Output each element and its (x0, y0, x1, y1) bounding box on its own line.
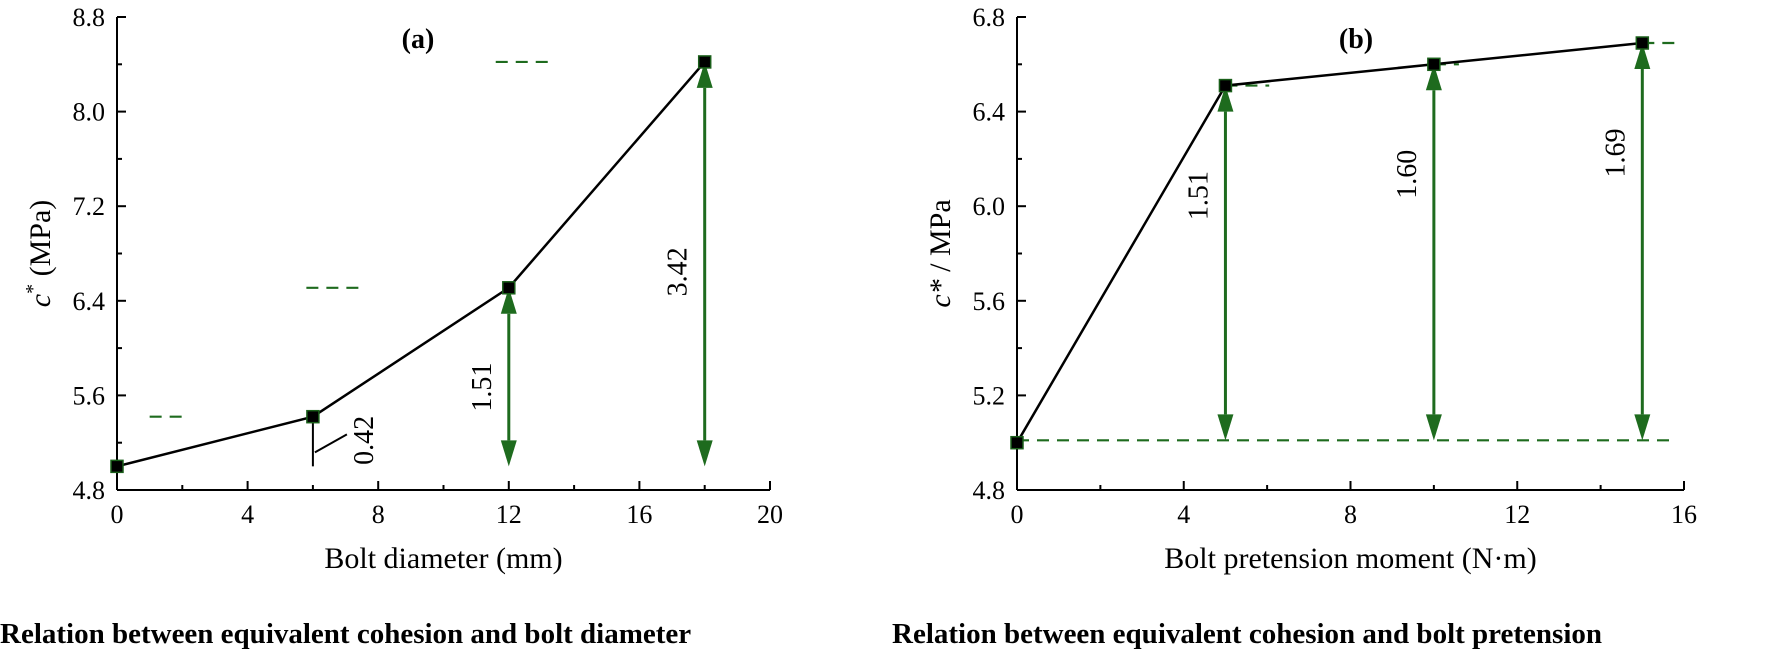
y-tick-label: 6.4 (73, 287, 106, 316)
data-series-line (116, 61, 706, 468)
y-tick-label: 5.6 (73, 381, 106, 410)
x-tick-label: 16 (1671, 500, 1697, 529)
panel-a: 0 4 8 12 16 20 4.8 5.6 6.4 7.2 8.0 8.8 Bolt diameter… (22, 3, 783, 575)
data-point (697, 55, 712, 69)
y-tick-label: 6.0 (973, 192, 1006, 221)
x-tick-label: 8 (372, 500, 385, 529)
difference-label: 1.60 (1392, 150, 1423, 199)
y-tick-label: 8.8 (73, 3, 106, 32)
y-tick-label: 5.6 (973, 287, 1006, 316)
caption-b: Relation between equivalent cohesion and… (892, 618, 1603, 650)
data-point (1427, 57, 1441, 72)
x-tick-label: 4 (1177, 500, 1190, 529)
y-tick-label: 7.2 (73, 192, 106, 221)
arrow-head-down (1217, 414, 1234, 441)
difference-label: 0.42 (349, 416, 380, 465)
difference-label: 1.51 (1183, 171, 1214, 220)
data-point (306, 409, 320, 424)
arrow-head-up (1425, 64, 1442, 91)
y-tick-label: 5.2 (973, 381, 1006, 410)
x-tick-label: 16 (626, 500, 652, 529)
difference-label: 1.51 (467, 363, 498, 412)
panel-label-b: (b) (1339, 24, 1373, 55)
data-point (1010, 435, 1024, 450)
panel-label-a: (a) (402, 24, 435, 55)
data-series-line (1015, 41, 1643, 444)
x-tick-label: 0 (111, 500, 124, 529)
data-point (1635, 36, 1650, 50)
arrow-head-down (1425, 414, 1442, 441)
y-tick-label: 4.8 (73, 476, 106, 505)
x-tick-label: 0 (1011, 500, 1024, 529)
arrow-head-down (1634, 414, 1651, 441)
panel-b: 0 4 8 12 16 4.8 5.2 5.6 6.0 6.4 6.8 Bolt pretension… (924, 3, 1697, 575)
y-axis-title: c* / MPa (924, 199, 957, 307)
data-point (1218, 78, 1233, 93)
x-tick-label: 12 (1504, 500, 1530, 529)
leader-line (314, 433, 348, 454)
y-tick-label: 4.8 (973, 476, 1006, 505)
difference-label: 3.42 (663, 247, 694, 296)
y-tick-label: 6.8 (973, 3, 1006, 32)
difference-label: 1.69 (1600, 129, 1631, 178)
x-axis-title: Bolt diameter (mm) (324, 542, 562, 575)
x-tick-label: 8 (1344, 500, 1357, 529)
x-tick-label: 20 (757, 500, 783, 529)
arrow-head-up (696, 61, 713, 88)
y-tick-label: 8.0 (73, 98, 106, 127)
arrow-head-down (696, 440, 713, 467)
arrow-head-up (500, 287, 517, 314)
data-point (502, 281, 516, 295)
x-tick-label: 12 (496, 500, 522, 529)
x-tick-label: 4 (241, 500, 254, 529)
y-tick-label: 6.4 (973, 98, 1006, 127)
arrow-head-up (1217, 85, 1234, 112)
arrow-head-up (1634, 43, 1651, 70)
data-point (110, 459, 124, 474)
y-axis-title: c* (MPa) (22, 200, 57, 307)
x-axis-title: Bolt pretension moment (N·m) (1164, 542, 1536, 575)
arrow-head-down (500, 440, 517, 467)
caption-a: Relation between equivalent cohesion and… (0, 618, 692, 650)
